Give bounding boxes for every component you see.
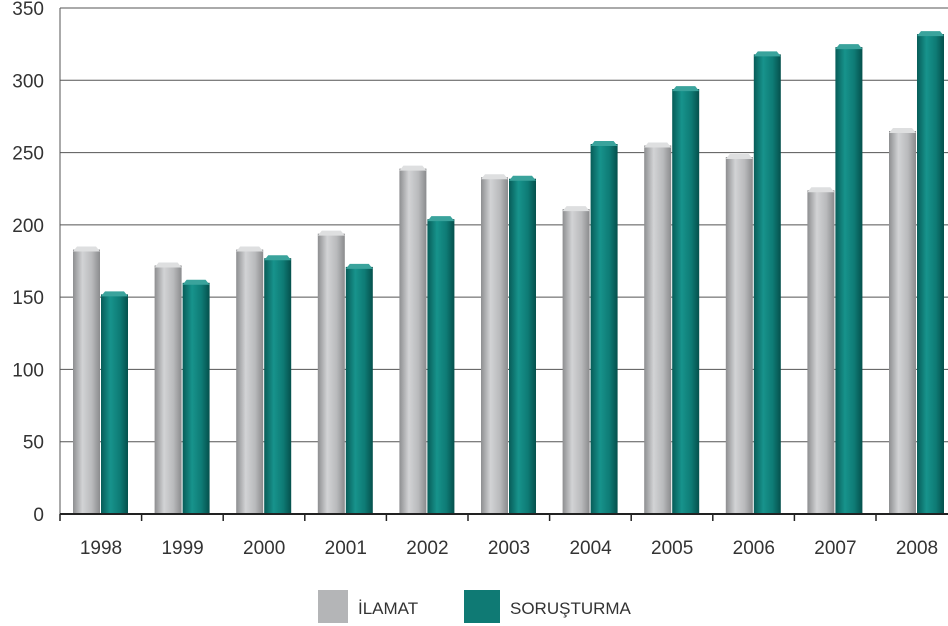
bar-ilamat-1998 [73,246,100,515]
bar-body [101,294,128,514]
bar-body [889,130,916,514]
bar-cap [562,206,590,212]
bar-cap [481,174,508,180]
x-axis-ticks: 1998 1999 2000 2001 2002 2003 2004 2005 2006 2007… [80,538,938,559]
bar-sorusturma-2006 [753,51,781,514]
bar-body [725,157,753,514]
x-tick-label: 2001 [325,538,367,559]
bar-body [807,190,835,515]
y-tick-label: 300 [12,71,44,92]
bar-body [562,209,590,514]
bar-cap [154,262,182,268]
bar-cap [317,230,345,236]
bar-sorusturma-1998 [101,291,128,514]
x-axis [59,513,948,521]
y-tick-label: 200 [12,216,44,237]
bar-cap [725,154,753,160]
bar-ilamat-2008 [889,127,916,514]
bar-cap [509,175,536,181]
x-tick-label: 2005 [651,538,693,559]
bar-cap [345,263,373,269]
y-tick-label: 100 [12,360,44,381]
bar-ilamat-2004 [562,206,590,514]
bar-sorusturma-2005 [672,86,700,514]
legend: İLAMAT SORUŞTURMA [318,590,632,623]
legend-label-sorusturma: SORUŞTURMA [510,599,632,618]
legend-label-ilamat: İLAMAT [358,599,418,618]
bar-body [917,34,944,514]
bar-body [590,144,618,514]
bar-ilamat-2006 [725,154,753,514]
legend-swatch-sorusturma [464,590,500,623]
bar-ilamat-2002 [399,165,427,514]
x-tick-label: 1999 [161,538,203,559]
x-tick-label: 2002 [406,538,448,559]
x-tick-label: 1998 [80,538,122,559]
bar-cap [644,142,672,148]
y-tick-label: 50 [23,433,44,454]
legend-swatch-ilamat [318,590,348,623]
bar-body [182,282,210,514]
bar-ilamat-2005 [644,142,672,515]
bar-body [644,145,672,515]
bar-sorusturma-2000 [264,255,292,514]
bar-cap [835,44,863,50]
bar-body [672,89,700,514]
bar-sorusturma-2001 [345,263,373,514]
y-tick-label: 250 [12,144,44,165]
y-tick-label: 350 [12,0,44,20]
bar-sorusturma-2007 [835,44,863,515]
bar-cap [182,279,210,285]
bar-body [236,249,264,515]
bar-sorusturma-2002 [427,216,455,514]
bar-cap [264,255,292,261]
bar-ilamat-2003 [481,174,508,514]
bar-cap [917,31,944,37]
bar-body [835,47,863,515]
x-tick-label: 2008 [896,538,938,559]
bar-body [509,178,536,514]
x-tick-label: 2006 [733,538,775,559]
bar-cap [427,216,455,222]
bars [73,31,944,515]
bar-sorusturma-1999 [182,279,210,514]
bar-sorusturma-2004 [590,141,618,514]
bar-body [753,54,781,514]
bar-ilamat-2000 [236,246,264,515]
y-tick-label: 0 [33,505,44,526]
y-tick-label: 150 [12,288,44,309]
bar-ilamat-2007 [807,187,835,515]
bar-cap [236,246,264,252]
bar-body [154,265,182,514]
x-tick-label: 2003 [488,538,530,559]
bar-cap [101,291,128,297]
bar-sorusturma-2003 [509,175,536,514]
y-axis-ticks: 0 50 100 150 200 250 300 350 [12,0,44,526]
x-tick-label: 2004 [569,538,612,559]
bar-ilamat-1999 [154,262,182,514]
bar-cap [807,187,835,193]
bar-body [264,258,292,514]
bar-cap [889,127,916,133]
bar-cap [753,51,781,57]
bar-ilamat-2001 [317,230,345,514]
bar-body [345,266,373,514]
bar-body [317,233,345,514]
x-tick-label: 2000 [243,538,285,559]
bar-body [481,177,508,514]
bar-sorusturma-2008 [917,31,944,514]
bar-body [73,249,100,515]
bar-body [427,219,455,514]
bar-cap [672,86,700,92]
bar-cap [399,165,427,171]
bar-body [399,168,427,514]
bar-cap [590,141,618,147]
bar-cap [73,246,100,252]
x-tick-label: 2007 [814,538,856,559]
